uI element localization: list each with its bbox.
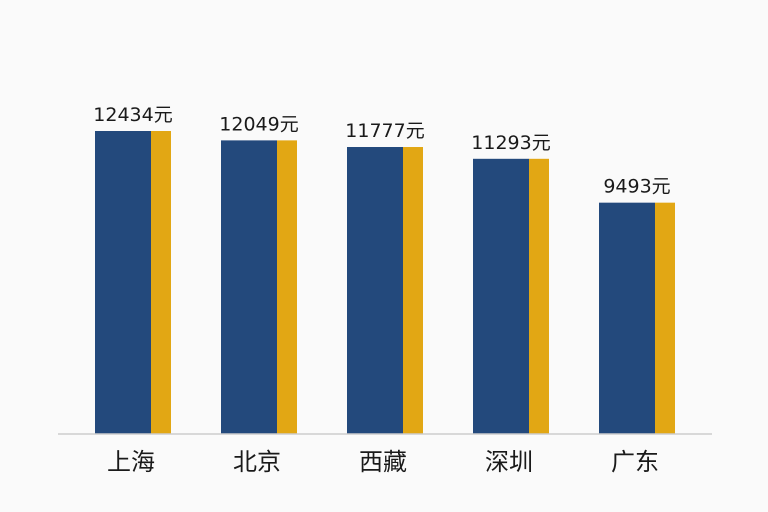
bars-layer [95,131,675,435]
bar-1 [95,131,151,434]
bar-2-side-face [277,140,297,434]
bar-1-side-face [151,131,171,434]
bar-4-side-face [529,158,549,435]
value-label-3: 11777元 [345,120,424,142]
bar-5-side-face [655,202,675,434]
bar-3 [347,147,403,435]
bar-2 [221,140,277,434]
category-label-1: 上海 [107,448,155,476]
value-label-1: 12434元 [93,104,172,126]
value-label-5: 9493元 [603,176,670,198]
bar-4 [473,158,529,435]
category-label-5: 广东 [611,448,659,476]
bar-3-side-face [403,147,423,435]
value-label-4: 11293元 [471,132,550,154]
category-label-2: 北京 [233,448,281,476]
category-label-4: 深圳 [485,448,533,476]
value-label-2: 12049元 [219,113,298,135]
category-label-3: 西藏 [359,448,407,476]
bar-5 [599,202,655,434]
